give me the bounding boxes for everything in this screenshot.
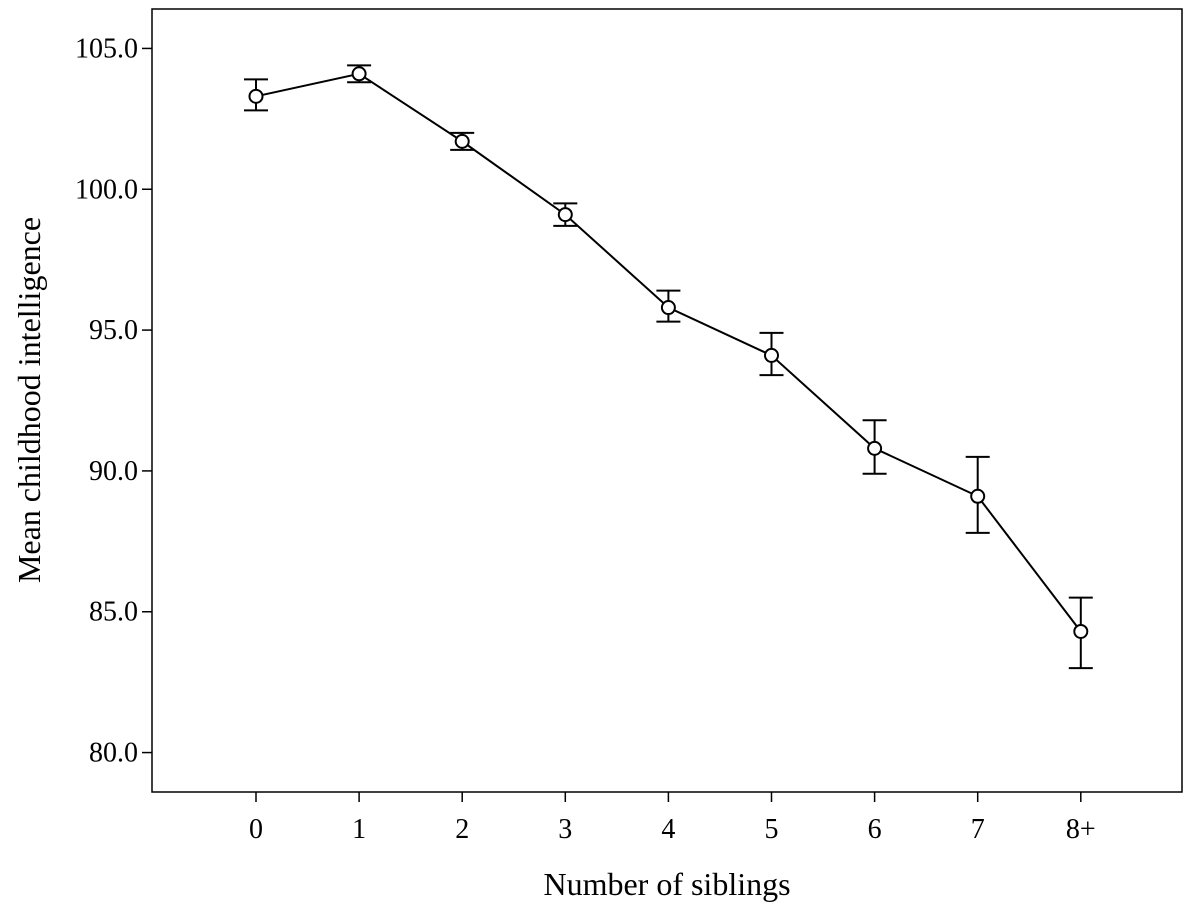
y-axis: 80.0 85.0 90.0 95.0 100.0 105.0 [75, 33, 152, 769]
data-point-marker [248, 88, 264, 104]
data-point-marker [867, 440, 883, 456]
x-tick-label: 1 [352, 814, 366, 845]
data-point-marker [1073, 623, 1089, 639]
x-tick-label: 5 [765, 814, 779, 845]
x-tick-label: 0 [249, 814, 263, 845]
data-point-marker [454, 133, 470, 149]
x-tick-label: 4 [661, 814, 675, 845]
y-tick-label: 90.0 [89, 456, 138, 487]
y-tick-label: 95.0 [89, 315, 138, 346]
x-tick-label: 2 [455, 814, 469, 845]
series-line [255, 72, 1082, 633]
x-axis-label: Number of siblings [543, 866, 790, 902]
data-point-marker [557, 207, 573, 223]
y-tick-label: 85.0 [89, 597, 138, 628]
x-axis: 0 1 2 3 4 5 6 7 8+ [249, 792, 1096, 845]
data-point-marker [351, 66, 367, 82]
x-tick-label: 7 [971, 814, 985, 845]
series-group [244, 64, 1093, 670]
x-tick-label: 3 [558, 814, 572, 845]
data-point-marker [660, 300, 676, 316]
plot-frame [151, 8, 1183, 793]
data-point-marker [764, 347, 779, 363]
data-point-marker [970, 488, 986, 504]
y-tick-label: 80.0 [89, 738, 138, 769]
x-tick-label: 6 [868, 814, 882, 845]
x-tick-label: 8+ [1066, 814, 1096, 845]
y-axis-label: Mean childhood intelligence [11, 217, 47, 583]
y-tick-label: 105.0 [75, 33, 138, 64]
y-tick-label: 100.0 [75, 174, 138, 205]
